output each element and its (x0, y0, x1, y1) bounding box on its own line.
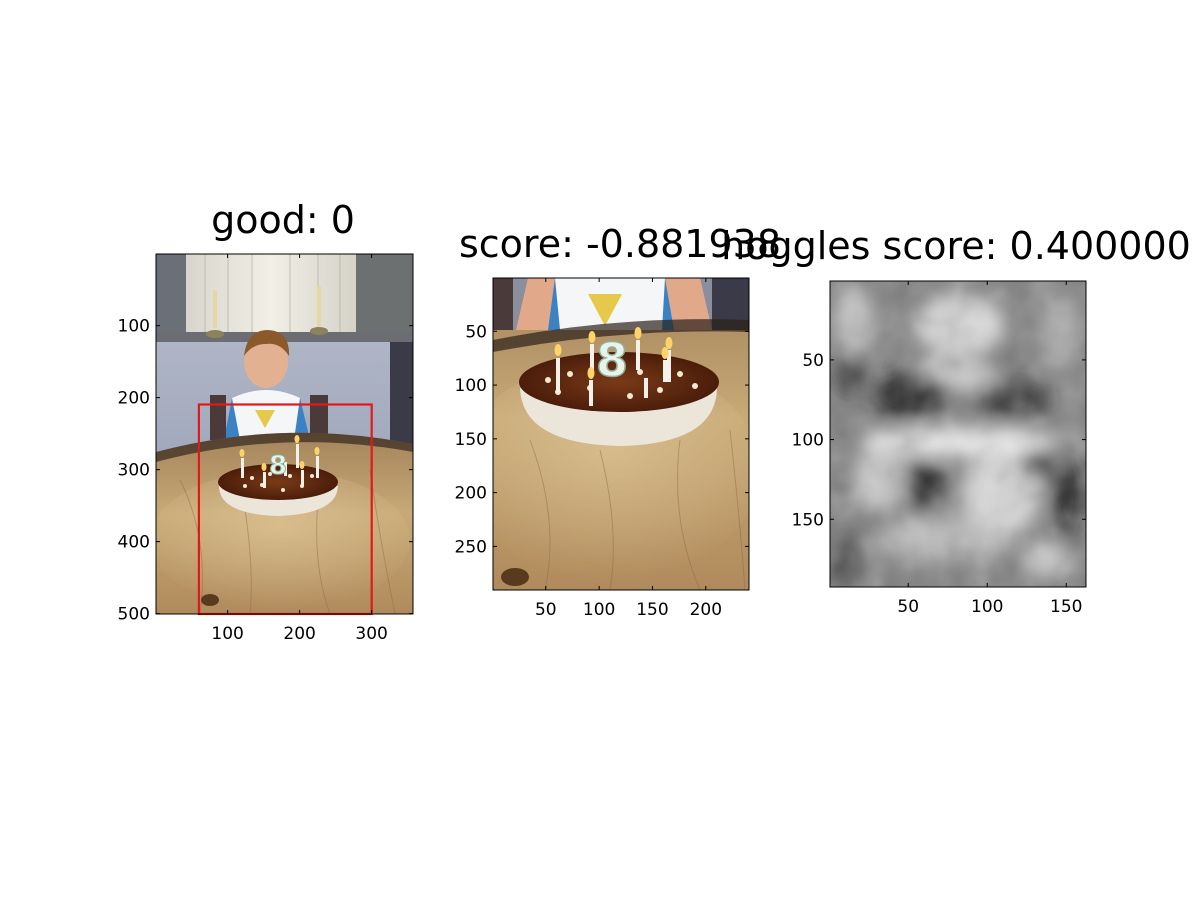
panel-2-ticks: 50 100 150 200 50 100 150 200 250 (455, 278, 749, 620)
y-tick-label: 100 (118, 317, 150, 337)
panel-original-image: good: 0 (118, 198, 414, 644)
photo-2: 8 (493, 278, 749, 590)
panel-1-ticks: 100 200 300 100 200 300 400 500 (118, 254, 413, 644)
y-tick-label: 300 (118, 461, 150, 481)
svg-text:8: 8 (269, 451, 287, 481)
y-tick-label: 100 (455, 376, 487, 396)
panel-2-title: score: -0.881938 (459, 222, 781, 266)
y-tick-label: 150 (455, 430, 487, 450)
photo-1: 8 (156, 254, 413, 614)
x-tick-label: 150 (1050, 597, 1082, 617)
x-tick-label: 200 (283, 624, 315, 644)
y-tick-label: 100 (792, 431, 824, 451)
svg-text:8: 8 (596, 333, 628, 387)
panel-2-axes-frame (492, 277, 750, 591)
panel-cropped-image: score: -0.881938 (455, 222, 781, 620)
x-tick-label: 150 (636, 600, 668, 620)
x-tick-label: 100 (971, 597, 1003, 617)
panel-3-title: hoggles score: 0.400000 (721, 224, 1191, 268)
y-tick-label: 400 (118, 533, 150, 553)
y-tick-label: 50 (802, 351, 824, 371)
x-tick-label: 50 (535, 600, 557, 620)
x-tick-label: 200 (690, 600, 722, 620)
x-tick-label: 100 (211, 624, 243, 644)
x-tick-label: 50 (897, 597, 919, 617)
y-tick-label: 150 (792, 510, 824, 530)
panel-1-title: good: 0 (211, 198, 355, 242)
panel-3-axes-frame (829, 280, 1087, 588)
y-tick-label: 200 (455, 484, 487, 504)
y-tick-label: 500 (118, 605, 150, 625)
y-tick-label: 250 (455, 537, 487, 557)
x-tick-label: 300 (355, 624, 387, 644)
y-tick-label: 50 (465, 322, 487, 342)
y-tick-label: 200 (118, 389, 150, 409)
hog-heatmap-image (830, 281, 1086, 587)
x-tick-label: 100 (583, 600, 615, 620)
panel-3-ticks: 50 100 150 50 100 150 (792, 281, 1086, 617)
panel-1-axes-frame (155, 253, 414, 615)
panel-hoggles-heatmap: 50 100 150 50 100 150 hoggles score: 0.400000 (721, 224, 1191, 617)
